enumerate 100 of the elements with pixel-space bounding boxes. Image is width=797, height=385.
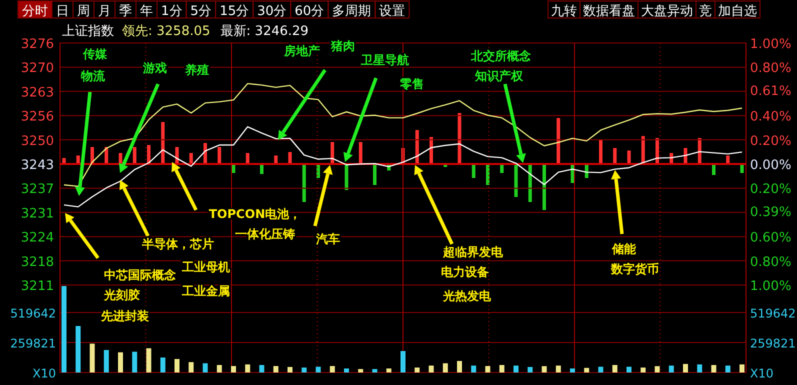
bar	[231, 366, 236, 372]
annotation: 猪肉	[330, 39, 355, 53]
y-tick-label: 3237	[20, 182, 54, 198]
annotation: 工业母机	[181, 260, 230, 274]
bar	[373, 163, 376, 185]
y-tick-label: 3211	[20, 279, 54, 294]
bar	[599, 140, 602, 163]
text: 多周期	[332, 4, 372, 19]
annotation: 北交所概念	[470, 49, 532, 63]
bar	[132, 352, 138, 372]
y-tick-label: 3270	[20, 61, 54, 76]
y2-tick-label: 0.80%	[750, 61, 792, 76]
bar	[542, 366, 547, 372]
bar	[160, 357, 166, 372]
y-tick-label: 3263	[20, 85, 54, 100]
y2-tick-label: 0.40%	[750, 110, 792, 125]
bar	[372, 369, 378, 372]
bar	[697, 364, 702, 372]
bar	[202, 363, 208, 372]
bar	[725, 366, 730, 372]
text: 年	[140, 4, 153, 19]
annotation: 工业金属	[181, 284, 230, 298]
y2-tick-label: 0.61%	[750, 84, 792, 100]
bar	[118, 352, 123, 372]
annotation: 光热发电	[442, 289, 492, 303]
bar	[174, 358, 180, 372]
bar	[485, 366, 490, 372]
text: 1分	[161, 4, 182, 19]
bar	[570, 368, 575, 372]
y2-tick-label: 0.20%	[750, 182, 792, 198]
text: 5分	[190, 4, 212, 19]
chart-title: 上证指数	[62, 24, 114, 39]
bar	[726, 156, 730, 163]
bar	[698, 138, 702, 163]
bar	[457, 360, 462, 372]
bar	[62, 158, 66, 163]
bar	[415, 130, 419, 163]
bar	[528, 366, 533, 372]
annotation: 光刻胶	[103, 288, 140, 302]
annotation: 中芯国际概念	[104, 268, 177, 282]
bar	[400, 351, 406, 372]
bar	[302, 163, 306, 202]
bar	[161, 122, 165, 163]
bar	[316, 366, 321, 372]
y-tick-label: 3224	[20, 230, 54, 246]
bar	[90, 344, 95, 372]
y2-tick-label: 259821	[750, 336, 796, 351]
bar	[288, 366, 292, 372]
y2-tick-label: 0.39%	[750, 205, 792, 220]
text: 九转	[551, 4, 577, 19]
bar	[245, 364, 250, 372]
bar	[104, 350, 109, 372]
bar	[76, 326, 81, 372]
bar	[626, 366, 632, 372]
bar	[386, 368, 392, 372]
annotation: 物流	[80, 69, 106, 83]
y-tick-label: 3250	[20, 134, 54, 149]
line-series	[63, 126, 743, 208]
text: 最新: 3246.29	[220, 24, 309, 39]
y-tick-label: X10	[32, 366, 56, 380]
y-tick-label: 3218	[20, 254, 54, 270]
bar	[683, 364, 688, 372]
bar	[218, 147, 222, 163]
text: 60分	[294, 4, 324, 19]
bar	[358, 142, 362, 163]
y2-tick-label: 0.20%	[750, 134, 792, 149]
y-tick-label: 3256	[20, 110, 54, 125]
bar	[414, 368, 420, 372]
annotation: 先进封装	[100, 309, 150, 323]
text: 数据看盘	[583, 4, 635, 19]
annotation: 汽车	[315, 232, 340, 246]
text: 大盘异动	[641, 4, 693, 19]
bar	[216, 364, 222, 372]
text: 周	[77, 4, 90, 19]
bar	[330, 142, 334, 163]
bar	[584, 368, 590, 372]
bar	[146, 348, 152, 372]
bar	[147, 145, 150, 163]
bar	[76, 156, 80, 163]
annotation: 数字货币	[610, 262, 659, 276]
text: 季	[119, 4, 132, 19]
annotation: 超临界发电	[442, 245, 504, 259]
bar	[542, 163, 546, 210]
text: 设置	[379, 4, 406, 19]
bar	[302, 368, 307, 372]
bar	[684, 148, 688, 163]
bar	[471, 366, 476, 372]
annotation: 知识产权	[474, 69, 524, 83]
y2-tick-label: 1.00%	[750, 279, 792, 294]
annotation: 半导体，芯片	[141, 237, 214, 251]
y2-tick-label: 0.80%	[750, 254, 792, 270]
bar	[556, 366, 561, 372]
y-tick-label: 3276	[20, 37, 54, 52]
bar	[598, 366, 604, 372]
bar	[428, 366, 434, 372]
annotation: 储能	[611, 242, 637, 256]
annotation: 游戏	[142, 61, 167, 75]
y-tick-label: 519642	[10, 306, 56, 321]
bar	[442, 363, 448, 372]
y2-tick-label: X10	[750, 366, 774, 380]
